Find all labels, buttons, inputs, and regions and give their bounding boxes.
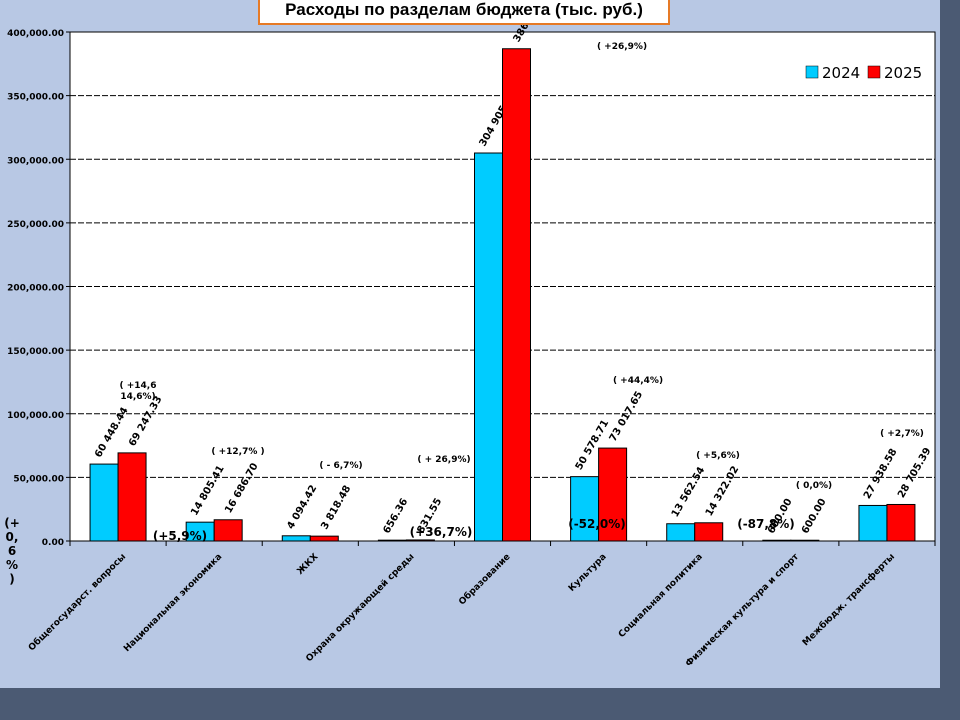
percent-annotation-large: (+5,9%)	[153, 529, 207, 543]
category-label: Межбюдж. трансферты	[800, 551, 897, 648]
chart-title: Расходы по разделам бюджета (тыс. руб.)	[285, 0, 643, 19]
percent-annotation-large: (-52,0%)	[568, 517, 626, 531]
legend-swatch-2024	[805, 65, 819, 79]
y-tick-label: 250,000.00	[7, 220, 64, 230]
y-tick-label: 300,000.00	[7, 156, 64, 166]
bar-2024	[762, 539, 792, 542]
bar-2025	[502, 48, 531, 542]
percent-annotation: ( +2,7%)	[880, 429, 924, 439]
slide-background: 0.00 50,000.00 100,000.00 150,000.00 200,000…	[0, 0, 940, 688]
bar-2025	[790, 539, 820, 542]
category-label: Образование	[457, 551, 513, 607]
percent-annotation-large: (+36,7%)	[410, 525, 473, 539]
category-label: ЖКХ	[295, 552, 320, 577]
legend-label-2024: 2024	[822, 64, 860, 82]
percent-annotation: ( +12,7% )	[211, 447, 264, 457]
y-tick-label: 400,000.00	[7, 29, 64, 39]
percent-annotation: ( + 26,9%)	[417, 455, 470, 465]
percent-annotation-large: (-87,8%)	[737, 517, 795, 531]
bar-2025	[886, 503, 916, 542]
category-label: Охрана окружающей среды	[304, 552, 416, 664]
legend-swatch-2025	[867, 65, 881, 79]
bar-2024	[377, 539, 407, 542]
y-tick-label: 150,000.00	[7, 347, 64, 357]
percent-annotation: ( +14,6 14,6%)	[120, 381, 157, 402]
bar-2024	[89, 463, 119, 542]
bar-2024	[281, 535, 311, 542]
legend-label-2025: 2025	[884, 64, 922, 82]
bar-2025	[405, 539, 435, 542]
y-tick-label: 50,000.00	[13, 474, 64, 484]
bar-2024	[570, 476, 600, 542]
percent-annotation: ( +5,6%)	[696, 451, 740, 461]
y-tick-label: 0.00	[42, 538, 64, 548]
percent-annotation: ( 0,0%)	[796, 481, 832, 491]
bar-2025	[309, 535, 339, 542]
y-tick-label: 100,000.00	[7, 411, 64, 421]
y-tick-label: 350,000.00	[7, 93, 64, 103]
category-label: Культура	[567, 552, 609, 594]
budget-bar-chart: 0.00 50,000.00 100,000.00 150,000.00 200,000…	[4, 11, 936, 669]
bar-2025	[694, 522, 724, 542]
bar-2024	[474, 152, 503, 542]
category-label: Общегосударст. вопросы	[26, 551, 128, 653]
chart-title-box: Расходы по разделам бюджета (тыс. руб.)	[258, 0, 670, 25]
category-label: Социальная политика	[617, 552, 705, 640]
bar-2024	[666, 523, 696, 542]
bar-2025	[213, 519, 243, 542]
bar-2025	[598, 447, 628, 542]
percent-annotation: ( - 6,7%)	[319, 461, 362, 471]
category-label: Национальная экономика	[122, 552, 224, 654]
bar-2024	[858, 504, 888, 542]
percent-annotation: ( +44,4%)	[613, 376, 663, 386]
category-label: Физическая культура и спорт	[684, 552, 801, 669]
bar-2025	[117, 452, 147, 542]
percent-annotation: ( +26,9%)	[597, 42, 647, 52]
left-percent-annotation: (+ 0, 6%)	[4, 516, 20, 586]
y-tick-label: 200,000.00	[7, 284, 64, 294]
